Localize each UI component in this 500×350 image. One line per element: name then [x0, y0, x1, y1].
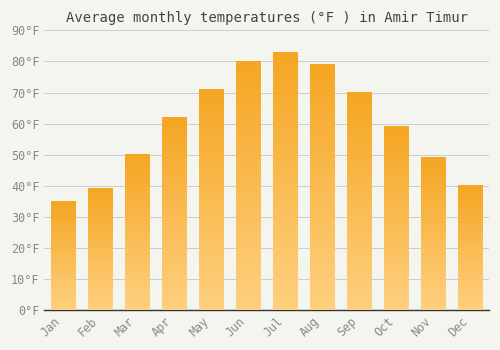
Title: Average monthly temperatures (°F ) in Amir Timur: Average monthly temperatures (°F ) in Am… — [66, 11, 468, 25]
